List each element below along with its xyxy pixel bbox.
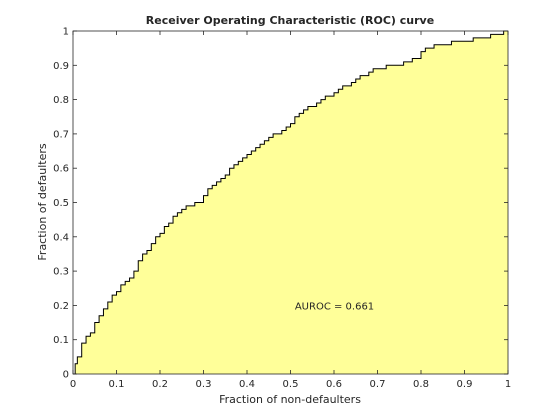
x-tick-label: 0.1	[109, 379, 125, 390]
y-tick-label: 0.6	[53, 164, 69, 175]
y-tick-label: 0.3	[53, 267, 69, 278]
x-tick-label: 0.8	[413, 379, 429, 390]
y-tick-label: 0.4	[53, 232, 69, 243]
y-tick-label: 0.9	[53, 61, 69, 72]
ticks-layer: 0 0.1 0.2 0.3 0.4 0.5 0.6 0.7 0.8 0.9 1 0 0.1 0.2 0.3 0…	[53, 27, 511, 391]
y-tick-label: 0.8	[53, 95, 69, 106]
x-tick-label: 0	[70, 379, 76, 390]
chart-title: Receiver Operating Characteristic (ROC) …	[146, 14, 434, 27]
y-axis-label: Fraction of defaulters	[36, 143, 49, 260]
x-tick-label: 0.2	[152, 379, 168, 390]
y-tick-label: 0.7	[53, 129, 69, 140]
y-tick-label: 0.2	[53, 301, 69, 312]
x-axis-label: Fraction of non-defaulters	[219, 393, 361, 406]
roc-area-fill	[73, 31, 508, 374]
x-tick-label: 1	[505, 379, 511, 390]
x-tick-label: 0.9	[457, 379, 473, 390]
y-tick-label: 0	[63, 370, 69, 381]
roc-curve-line	[73, 30, 508, 375]
x-tick-label: 0.5	[283, 379, 299, 390]
y-tick-label: 0.1	[53, 335, 69, 346]
series-layer	[73, 30, 508, 375]
x-tick-label: 0.7	[370, 379, 386, 390]
x-tick-label: 0.3	[196, 379, 212, 390]
y-tick-label: 0.5	[53, 198, 69, 209]
y-tick-label: 1	[63, 27, 69, 38]
auroc-annotation: AUROC = 0.661	[295, 301, 374, 312]
x-tick-label: 0.6	[326, 379, 342, 390]
x-tick-label: 0.4	[239, 379, 255, 390]
